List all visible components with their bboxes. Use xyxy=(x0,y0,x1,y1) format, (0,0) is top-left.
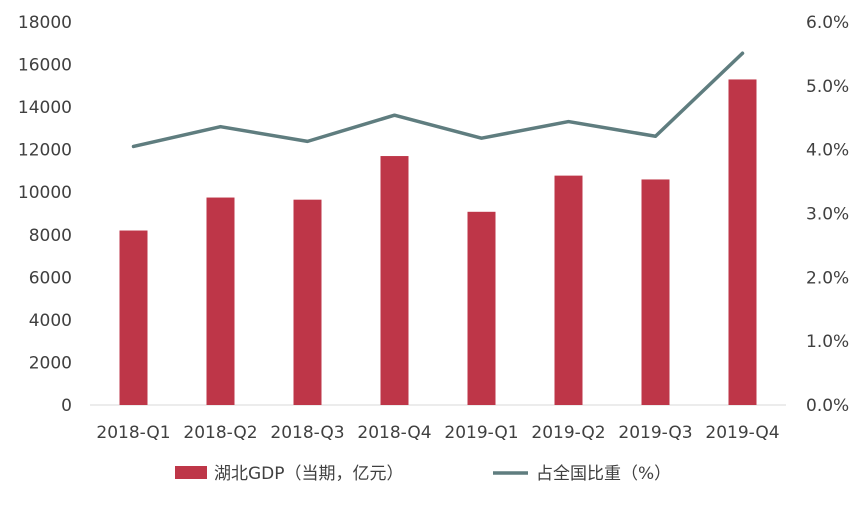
bar-series xyxy=(119,79,757,405)
line-point xyxy=(654,134,657,138)
x-tick-label: 2019-Q3 xyxy=(618,423,692,443)
bar xyxy=(293,199,322,405)
y-left-tick-label: 6000 xyxy=(29,268,72,288)
line-point xyxy=(393,113,396,117)
line-point xyxy=(741,51,744,55)
bar xyxy=(380,156,409,405)
line-point xyxy=(480,136,483,140)
y-right-tick-label: 2.0% xyxy=(806,268,849,288)
y-left-tick-label: 4000 xyxy=(29,311,72,331)
y-right-tick-label: 1.0% xyxy=(806,332,849,352)
bar xyxy=(728,79,757,405)
y-left-tick-label: 14000 xyxy=(18,98,72,118)
x-tick-label: 2019-Q2 xyxy=(531,423,605,443)
y-left-tick-label: 18000 xyxy=(18,13,72,33)
y-left-tick-label: 12000 xyxy=(18,141,72,161)
y-left-tick-label: 10000 xyxy=(18,183,72,203)
bar xyxy=(554,175,583,405)
line-point xyxy=(306,139,309,143)
line-point xyxy=(567,120,570,124)
bar xyxy=(467,211,496,405)
bar xyxy=(206,197,235,405)
legend: 湖北GDP（当期，亿元） 占全国比重（%） xyxy=(175,464,671,484)
y-right-tick-label: 3.0% xyxy=(806,205,849,225)
x-tick-label: 2018-Q4 xyxy=(357,423,431,443)
bar xyxy=(641,179,670,405)
x-tick-label: 2018-Q3 xyxy=(270,423,344,443)
x-tick-label: 2018-Q1 xyxy=(96,423,170,443)
x-tick-label: 2019-Q4 xyxy=(705,423,779,443)
y-right-tick-label: 5.0% xyxy=(806,77,849,97)
line-series xyxy=(131,51,745,149)
y-right-tick-label: 6.0% xyxy=(806,13,849,33)
y-left-tick-label: 2000 xyxy=(29,353,72,373)
y-right-tick-label: 0.0% xyxy=(806,396,849,416)
bar xyxy=(119,230,148,405)
x-tick-label: 2019-Q1 xyxy=(444,423,518,443)
y-left-tick-label: 0 xyxy=(61,396,72,416)
line-point xyxy=(219,125,222,129)
x-tick-label: 2018-Q2 xyxy=(183,423,257,443)
y-left-tick-label: 16000 xyxy=(18,56,72,76)
y-left-tick-label: 8000 xyxy=(29,226,72,246)
y-right-tick-label: 4.0% xyxy=(806,141,849,161)
legend-label-bar: 湖北GDP（当期，亿元） xyxy=(214,464,404,484)
line-point xyxy=(132,144,135,148)
line-path xyxy=(131,51,745,149)
legend-label-line: 占全国比重（%） xyxy=(536,464,671,484)
axes: 0 2000 4000 6000 8000 10000 12000 14000 16000 180… xyxy=(18,13,849,443)
legend-swatch-bar xyxy=(175,466,207,479)
